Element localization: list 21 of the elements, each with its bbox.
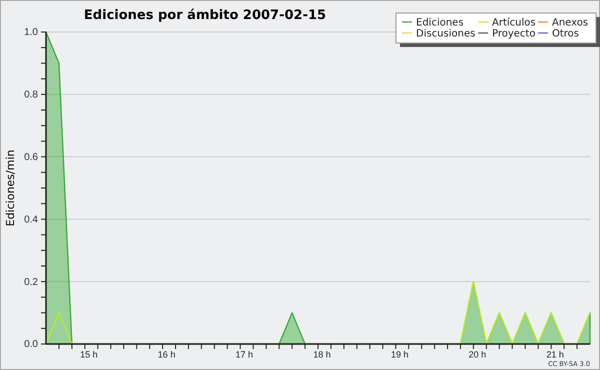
x-tick-label: 16 h — [158, 349, 176, 360]
x-tick-label: 17 h — [236, 349, 254, 360]
x-tick-label: 18 h — [313, 349, 331, 360]
legend-label: Discusiones — [416, 28, 476, 40]
x-tick-label: 15 h — [80, 349, 98, 360]
y-tick-label: 1.0 — [24, 27, 38, 38]
legend-label: Anexos — [552, 18, 588, 28]
y-tick-label: 0.4 — [24, 214, 38, 226]
legend-label: Artículos — [492, 18, 536, 28]
legend-label: Proyecto — [492, 28, 536, 40]
y-tick-label: 0.0 — [24, 339, 38, 350]
legend-label: Ediciones — [416, 18, 464, 28]
y-tick-label: 0.6 — [24, 152, 38, 163]
y-tick-label: 0.8 — [24, 90, 38, 101]
x-tick-label: 19 h — [390, 349, 408, 360]
y-axis-title: Ediciones/min — [4, 150, 17, 226]
y-tick-label: 0.2 — [24, 276, 38, 288]
x-tick-label: 21 h — [546, 349, 564, 360]
chart-title: Ediciones por ámbito 2007-02-15 — [84, 8, 326, 23]
legend-label: Otros — [552, 28, 580, 40]
x-tick-label: 20 h — [468, 349, 486, 360]
